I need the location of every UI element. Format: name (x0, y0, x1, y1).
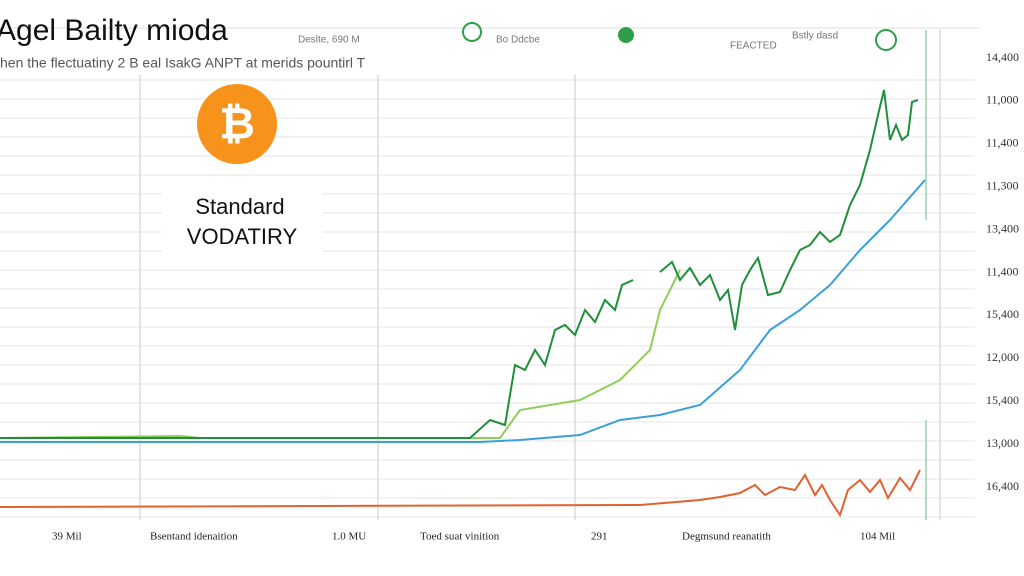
axis-label: 11,400 (986, 136, 1019, 150)
line-blue (0, 179, 926, 443)
legend-icon (618, 27, 634, 43)
badge-text: VODATIRY (187, 224, 298, 249)
badge-text: Standard (195, 194, 284, 219)
footer-label: 39 Mil (52, 531, 82, 543)
footer-label: 1.0 MU (332, 531, 366, 543)
axis-label: 13,000 (986, 436, 1019, 450)
axis-label: 14,400 (986, 50, 1019, 64)
axis-label: 11,300 (986, 178, 1019, 192)
line-orange (0, 469, 921, 518)
axis-label: 13,400 (986, 221, 1019, 235)
footer: 39 Mil Bsentand idenaition 1.0 MU Toed suat… (52, 531, 895, 543)
line-green (0, 279, 634, 439)
axis-label: 15,400 (986, 307, 1019, 321)
axis-label: 11,400 (986, 264, 1019, 278)
legend-icon (462, 22, 482, 42)
axis-label: 15,400 (986, 393, 1019, 407)
title: Agel Bailty mioda (0, 14, 228, 47)
legend-icon (875, 29, 897, 51)
badge-box (162, 188, 322, 260)
axis-label: 16,400 (986, 479, 1019, 493)
footer-label: 291 (591, 531, 608, 543)
axis-label: 11,000 (986, 93, 1019, 107)
bitcoin-icon (197, 84, 277, 164)
footer-label: Bsentand idenaition (150, 531, 238, 543)
legend-item: Bstly dasd (792, 31, 838, 42)
footer-label: Degmsund reanatith (682, 531, 771, 543)
legend-item: Bo Ddcbe (496, 35, 540, 46)
subtitle: hen the flectuatiny 2 B eal IsakG ANPT a… (0, 55, 366, 71)
legend-item: Deslte, 690 M (298, 35, 360, 46)
footer-label: Toed suat vinition (420, 531, 500, 543)
line-green (659, 89, 919, 331)
legend-item: FEACTED (730, 41, 777, 52)
footer-label: 104 Mil (860, 531, 895, 543)
grid (0, 79, 975, 518)
line-light-green (0, 269, 681, 439)
axis-label: 12,000 (986, 350, 1019, 364)
bitcoin-symbol: ₿ (219, 100, 255, 149)
axis: 14,400 11,000 11,400 11,300 13,400 11,400 15,4… (986, 50, 1019, 493)
